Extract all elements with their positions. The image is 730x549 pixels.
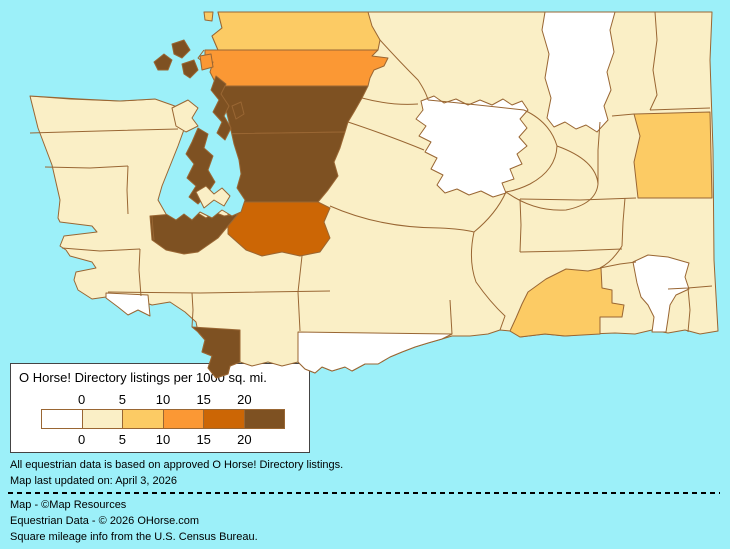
border-line — [379, 39, 429, 101]
legend-tick-label: 10 — [155, 432, 171, 447]
border-line — [519, 248, 623, 253]
credit-equestrian-data: Equestrian Data - © 2026 OHorse.com — [10, 515, 200, 527]
county-pierce — [227, 201, 331, 257]
border-line — [621, 197, 626, 247]
peninsula-quimper-jefferson — [171, 99, 199, 133]
county-wahkiakum — [105, 292, 151, 317]
border-line — [505, 145, 599, 211]
legend-tick-label: 5 — [118, 432, 126, 447]
border-line — [687, 287, 691, 333]
border-line — [597, 121, 601, 184]
border-line — [151, 215, 155, 241]
county-skagit — [204, 49, 389, 89]
legend-tick-label: 5 — [118, 392, 126, 407]
footnote-last-updated: Map last updated on: April 3, 2026 — [10, 475, 177, 487]
county-ferry — [541, 11, 616, 133]
legend-tick-label: 0 — [78, 392, 86, 407]
county-chelan — [415, 95, 529, 198]
county-garfield — [632, 254, 690, 333]
island-fidalgo-skagit — [199, 53, 214, 71]
county-whatcom — [211, 11, 381, 51]
legend-tick-label: 20 — [237, 432, 252, 447]
legend-ticks-bottom: 0 5 10 15 20 — [11, 432, 309, 448]
border-line — [611, 113, 635, 117]
legend-title: O Horse! Directory listings per 1000 sq.… — [19, 370, 267, 385]
border-line — [29, 128, 179, 134]
legend-ticks-top: 0 5 10 15 20 — [11, 392, 309, 408]
county-whatcom-point-roberts — [203, 11, 214, 22]
border-line — [107, 290, 331, 294]
border-line — [126, 165, 129, 215]
legend-swatch-20+ — [243, 409, 285, 429]
border-line — [519, 198, 522, 253]
legend-tick-label: 0 — [78, 432, 86, 447]
county-walla-walla — [509, 267, 625, 338]
island-san-juan-1 — [153, 53, 173, 71]
footnote-data-source: All equestrian data is based on approved… — [10, 459, 344, 471]
border-line — [667, 285, 713, 290]
island-san-juan-3 — [181, 59, 199, 79]
border-line — [138, 248, 142, 297]
border-line — [449, 299, 453, 335]
border-line — [361, 97, 419, 105]
legend-swatches — [41, 409, 285, 429]
border-line — [329, 205, 475, 233]
county-clark — [191, 326, 241, 379]
border-line — [599, 245, 623, 269]
island-whidbey — [210, 75, 232, 141]
border-line — [519, 197, 637, 201]
border-line — [649, 11, 658, 111]
credit-map: Map - ©Map Resources — [10, 499, 127, 511]
legend-tick-label: 15 — [196, 392, 211, 407]
credit-census: Square mileage info from the U.S. Census… — [10, 531, 258, 543]
border-line — [505, 109, 558, 193]
county-spokane — [633, 111, 713, 199]
border-line — [599, 261, 637, 269]
legend-tick-label: 10 — [155, 392, 171, 407]
border-line — [61, 247, 141, 252]
county-klickitat — [297, 331, 453, 374]
border-line — [473, 191, 507, 233]
island-camano — [231, 101, 245, 120]
border-line — [297, 255, 303, 332]
border-line — [44, 165, 129, 169]
border-line — [649, 107, 711, 111]
border-line — [191, 292, 194, 328]
border-line — [427, 99, 525, 111]
county-borders — [29, 11, 713, 335]
county-thurston — [149, 211, 239, 255]
border-line — [470, 231, 506, 331]
island-san-juan-2 — [171, 39, 191, 59]
legend-tick-label: 15 — [196, 432, 211, 447]
dashed-divider — [8, 492, 720, 494]
peninsula-key-mason — [195, 185, 231, 209]
peninsula-kitsap — [185, 127, 216, 205]
legend-box: O Horse! Directory listings per 1000 sq.… — [10, 363, 310, 453]
legend-tick-label: 20 — [237, 392, 252, 407]
border-line — [347, 121, 425, 151]
